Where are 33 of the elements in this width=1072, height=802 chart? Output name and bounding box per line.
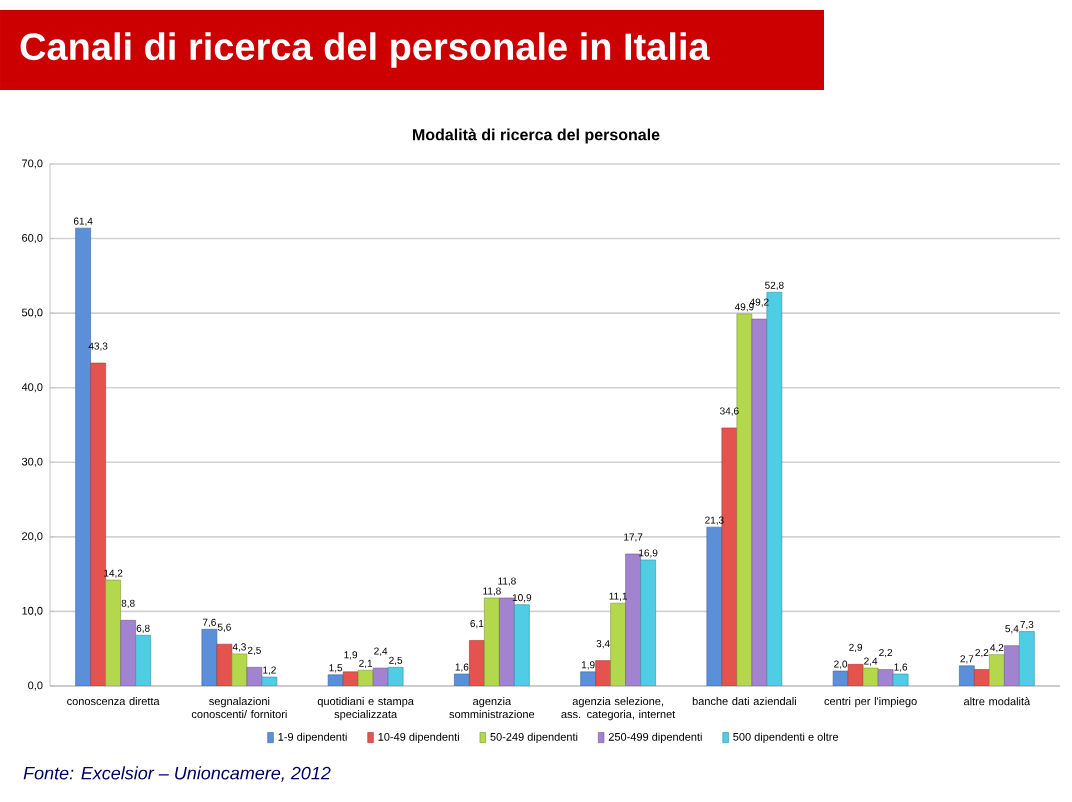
bar — [469, 640, 485, 686]
bar — [201, 629, 218, 686]
bar — [135, 634, 151, 686]
bar — [484, 597, 500, 686]
bar — [387, 667, 404, 686]
bar — [640, 559, 656, 686]
bar — [90, 362, 106, 686]
bar — [625, 553, 641, 686]
bar — [105, 579, 121, 686]
bar — [706, 526, 723, 686]
bar — [959, 665, 975, 686]
bar — [454, 673, 470, 686]
chart-title: Canali di ricerca del personale in Italia — [20, 32, 710, 68]
bar — [1019, 631, 1035, 686]
bar — [499, 597, 515, 686]
bar — [892, 673, 909, 686]
bar — [862, 667, 879, 686]
bar — [75, 227, 91, 686]
text: Fonte: Excelsior – Unioncamere, 2012 — [23, 766, 331, 782]
bar — [231, 653, 248, 686]
bar — [1004, 645, 1020, 686]
bar — [580, 671, 596, 686]
bar — [766, 291, 783, 686]
bar — [327, 674, 344, 686]
bar — [832, 670, 849, 686]
bar — [357, 670, 374, 686]
bar — [120, 620, 136, 686]
bar — [514, 604, 530, 686]
bar — [736, 313, 753, 686]
bar — [989, 654, 1005, 686]
chart-subtitle: Modalità di ricerca del personale — [413, 128, 660, 144]
bar — [610, 602, 626, 686]
bar — [261, 676, 278, 686]
